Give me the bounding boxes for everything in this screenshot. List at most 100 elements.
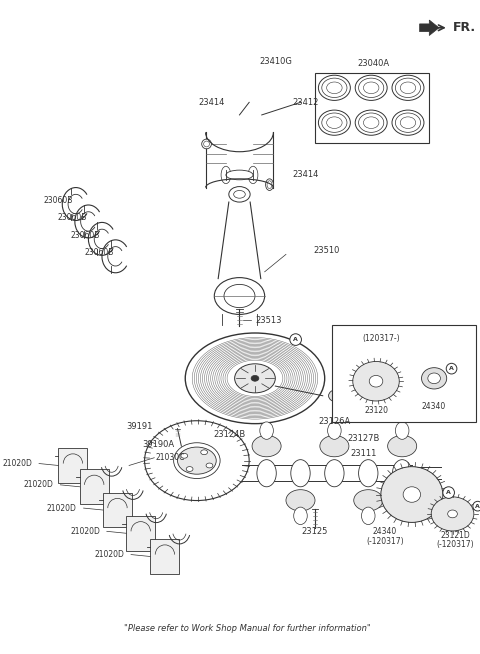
Ellipse shape xyxy=(326,117,342,128)
Ellipse shape xyxy=(363,117,379,128)
Ellipse shape xyxy=(144,421,249,500)
Ellipse shape xyxy=(265,179,274,190)
Ellipse shape xyxy=(355,75,387,101)
Ellipse shape xyxy=(326,82,342,94)
Ellipse shape xyxy=(360,387,372,395)
Text: 23414: 23414 xyxy=(198,98,225,107)
Text: 24340: 24340 xyxy=(372,527,397,536)
Ellipse shape xyxy=(324,460,344,487)
Ellipse shape xyxy=(333,392,342,399)
Ellipse shape xyxy=(388,436,417,456)
Ellipse shape xyxy=(291,460,310,487)
Ellipse shape xyxy=(226,170,253,180)
Ellipse shape xyxy=(181,453,188,458)
Ellipse shape xyxy=(318,75,350,101)
Ellipse shape xyxy=(235,364,276,393)
Bar xyxy=(80,470,109,504)
Bar xyxy=(103,492,132,528)
Ellipse shape xyxy=(204,141,209,147)
Ellipse shape xyxy=(328,422,341,439)
Ellipse shape xyxy=(202,139,211,149)
Ellipse shape xyxy=(185,333,324,424)
Ellipse shape xyxy=(354,490,383,511)
Text: 23111: 23111 xyxy=(350,449,377,458)
Text: 21020D: 21020D xyxy=(47,504,77,513)
Ellipse shape xyxy=(206,463,213,468)
Text: A: A xyxy=(475,504,480,509)
Ellipse shape xyxy=(396,113,420,132)
Text: 39190A: 39190A xyxy=(143,439,175,449)
Text: A: A xyxy=(449,366,454,371)
Ellipse shape xyxy=(431,497,474,531)
Ellipse shape xyxy=(359,113,384,132)
Bar xyxy=(59,448,87,483)
Ellipse shape xyxy=(267,181,272,188)
Text: 23412: 23412 xyxy=(292,98,319,107)
Ellipse shape xyxy=(260,422,274,439)
Circle shape xyxy=(473,502,480,511)
Ellipse shape xyxy=(393,460,412,487)
Ellipse shape xyxy=(252,436,281,456)
Text: 21030C: 21030C xyxy=(155,453,185,462)
Ellipse shape xyxy=(229,186,250,202)
Ellipse shape xyxy=(396,78,420,97)
Text: A: A xyxy=(446,490,451,495)
Ellipse shape xyxy=(221,166,231,184)
Ellipse shape xyxy=(186,466,193,472)
Ellipse shape xyxy=(214,277,264,315)
Text: 23410G: 23410G xyxy=(260,57,293,66)
Ellipse shape xyxy=(322,78,347,97)
Bar xyxy=(315,73,429,143)
Ellipse shape xyxy=(257,460,276,487)
Bar xyxy=(126,516,155,551)
Ellipse shape xyxy=(286,490,315,511)
Ellipse shape xyxy=(381,467,443,523)
Polygon shape xyxy=(420,20,439,35)
Text: 21020D: 21020D xyxy=(24,480,54,489)
Circle shape xyxy=(290,334,301,345)
Circle shape xyxy=(443,487,455,498)
Text: 21020D: 21020D xyxy=(95,550,124,559)
Ellipse shape xyxy=(329,390,346,402)
Ellipse shape xyxy=(294,507,307,525)
Text: 23060B: 23060B xyxy=(58,213,87,222)
Ellipse shape xyxy=(353,362,399,401)
Ellipse shape xyxy=(322,113,347,132)
Text: 39191: 39191 xyxy=(126,422,152,431)
Text: 23060B: 23060B xyxy=(84,248,114,257)
Ellipse shape xyxy=(355,110,387,135)
Ellipse shape xyxy=(392,75,424,101)
Text: A: A xyxy=(293,337,298,342)
Ellipse shape xyxy=(174,443,220,479)
Ellipse shape xyxy=(201,450,207,455)
Ellipse shape xyxy=(400,117,416,128)
Ellipse shape xyxy=(403,487,420,502)
Ellipse shape xyxy=(361,507,375,525)
Ellipse shape xyxy=(318,110,350,135)
Ellipse shape xyxy=(178,447,216,474)
Ellipse shape xyxy=(234,190,245,198)
Bar xyxy=(150,539,180,574)
Text: 23127B: 23127B xyxy=(347,434,380,443)
Ellipse shape xyxy=(428,373,441,384)
Ellipse shape xyxy=(224,284,255,307)
Ellipse shape xyxy=(421,368,447,389)
Bar xyxy=(333,325,476,422)
Text: 23414: 23414 xyxy=(292,171,319,179)
Text: (120317-): (120317-) xyxy=(362,334,400,343)
Text: 23126A: 23126A xyxy=(318,417,350,426)
Text: 23120: 23120 xyxy=(364,405,388,415)
Text: 21020D: 21020D xyxy=(70,527,100,536)
Text: "Please refer to Work Shop Manual for further information": "Please refer to Work Shop Manual for fu… xyxy=(124,624,371,632)
Text: 23040A: 23040A xyxy=(357,59,389,68)
Text: 23121D: 23121D xyxy=(441,530,470,540)
Text: 21020D: 21020D xyxy=(2,459,32,468)
Text: (-120317): (-120317) xyxy=(366,536,404,545)
Ellipse shape xyxy=(369,375,383,387)
Text: FR.: FR. xyxy=(453,22,476,34)
Ellipse shape xyxy=(448,510,457,518)
Ellipse shape xyxy=(392,110,424,135)
Text: 23125: 23125 xyxy=(302,527,328,536)
Ellipse shape xyxy=(359,460,378,487)
Text: 24340: 24340 xyxy=(422,402,446,411)
